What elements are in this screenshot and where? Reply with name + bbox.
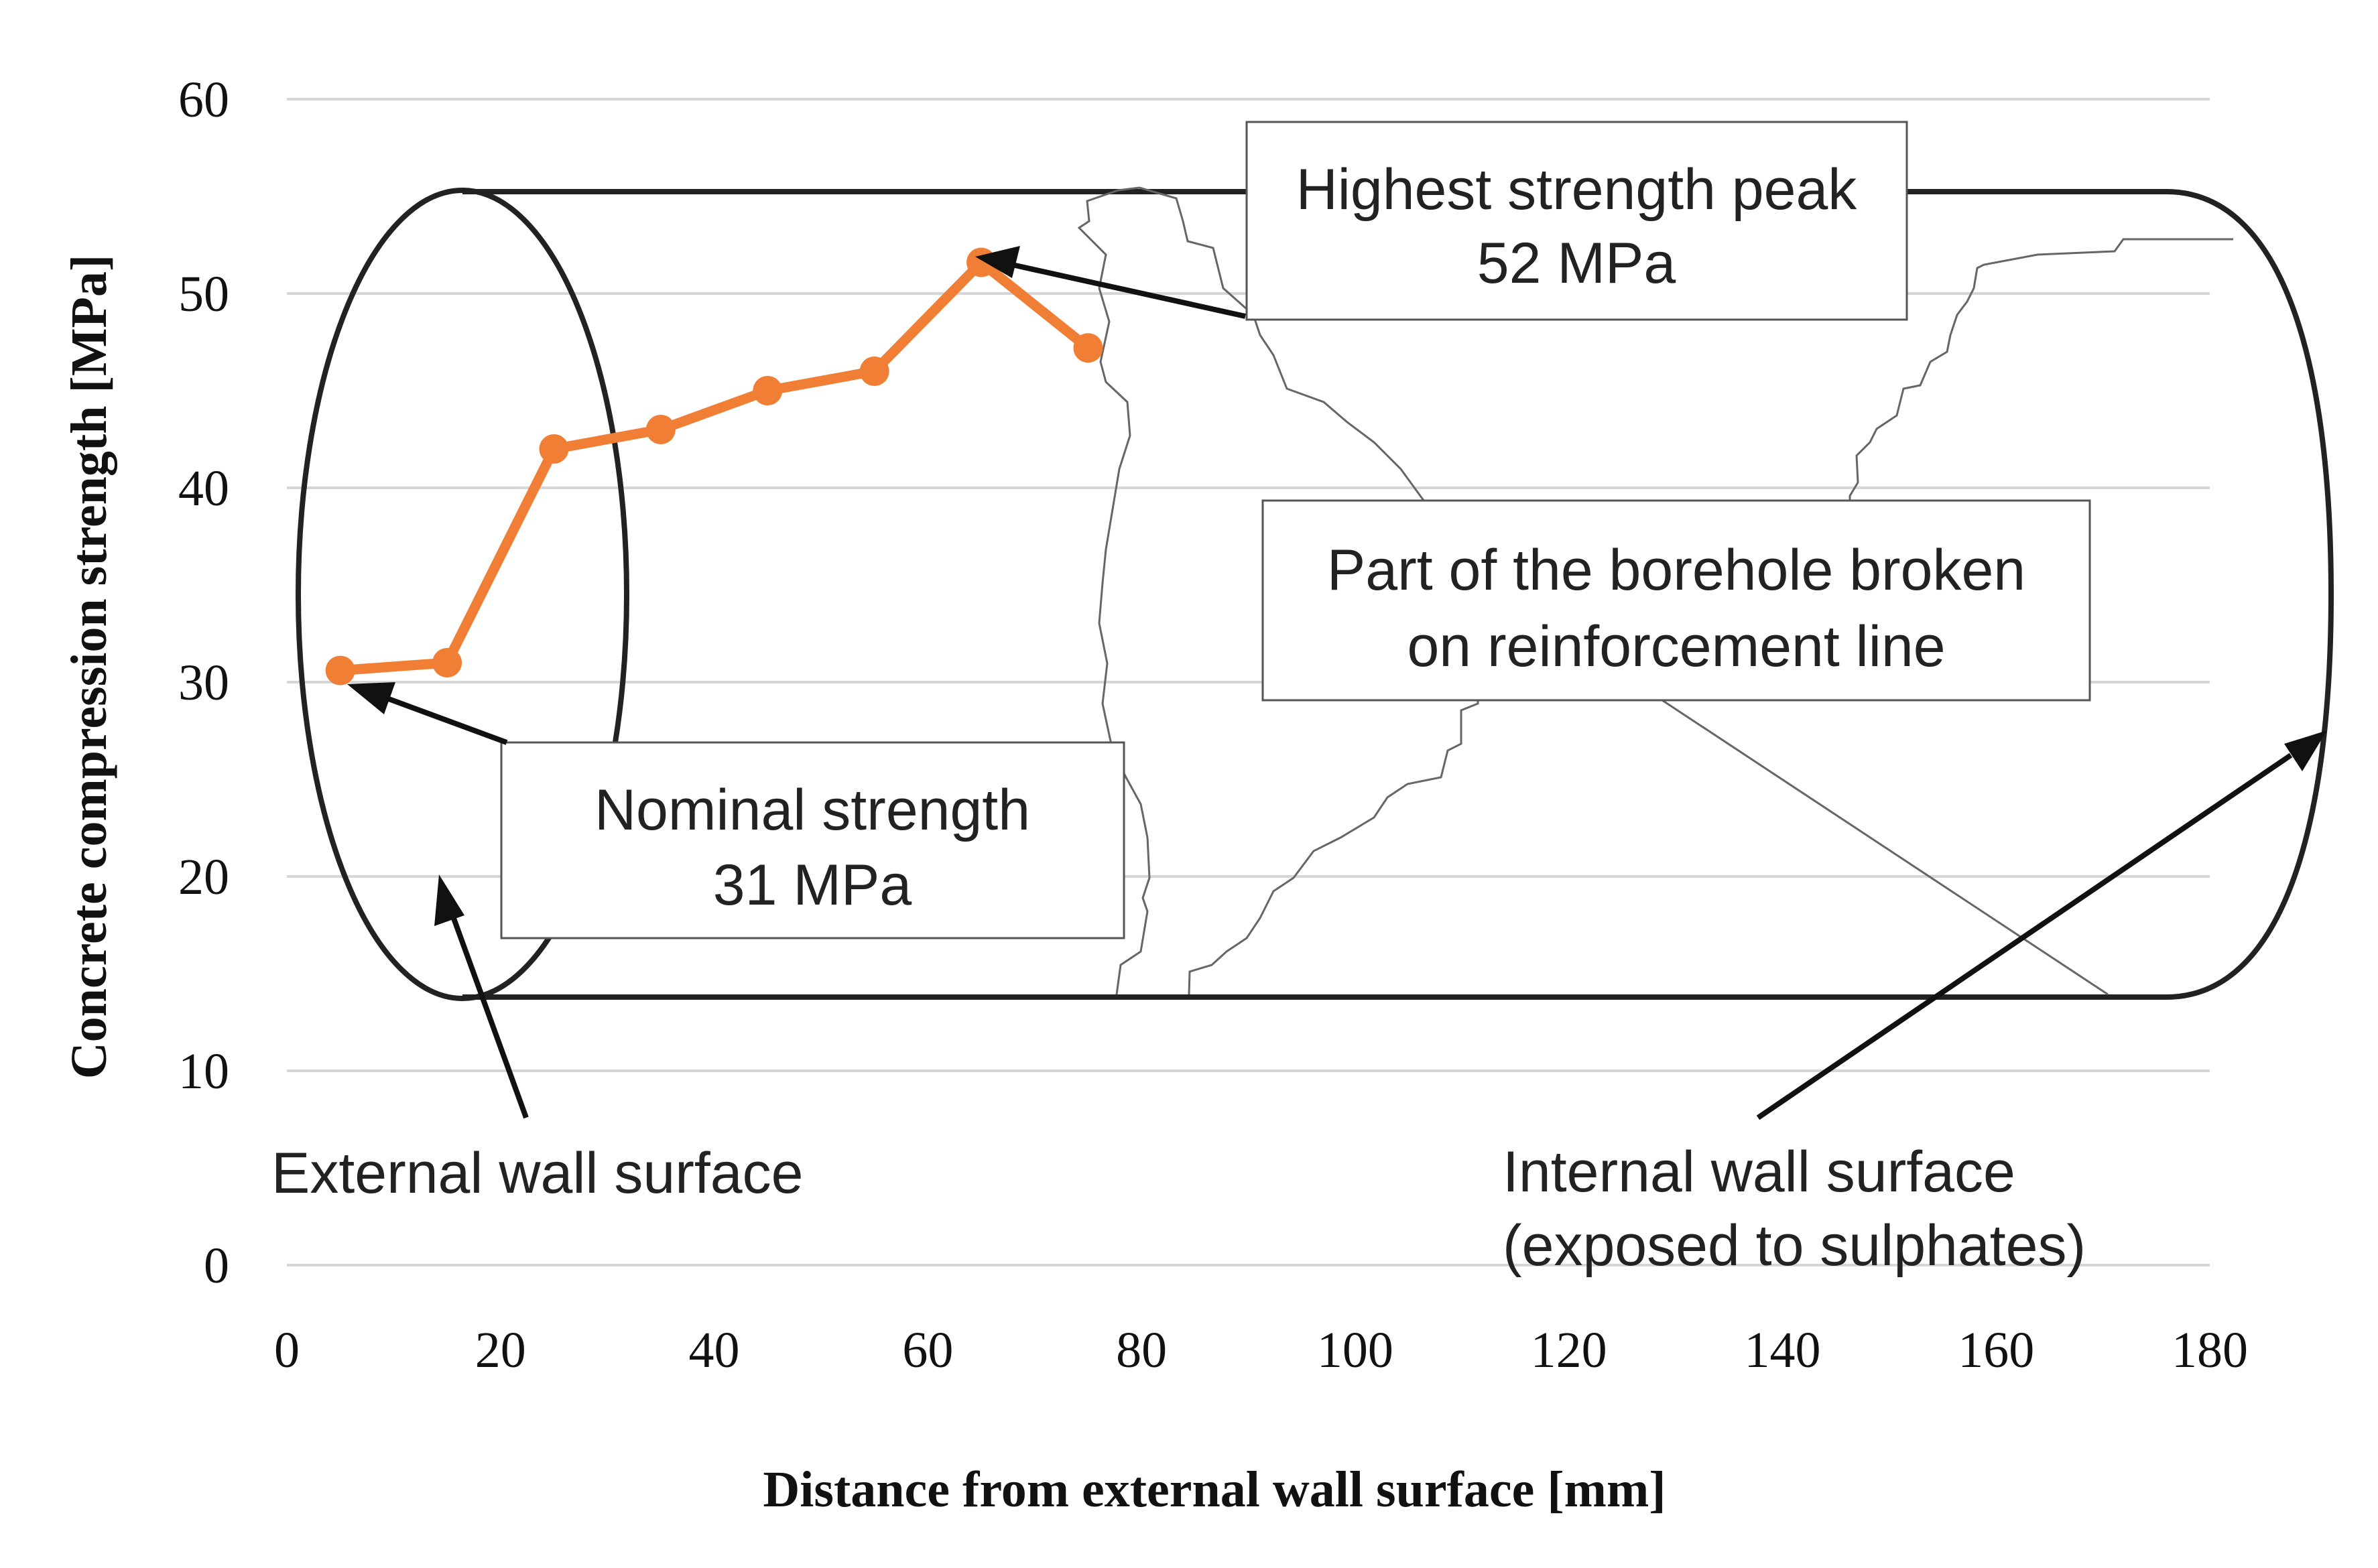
peak-annotation-box [1245, 121, 1908, 321]
data-point-45 [753, 376, 783, 405]
nominal-annotation-box [500, 741, 1125, 939]
broken-annotation-box [1261, 499, 2091, 702]
core-right-end [2166, 189, 2334, 1000]
nominal-annotation: Nominal strength 31 MPa [500, 741, 1125, 939]
x-tick-label-160: 160 [1958, 1322, 2034, 1378]
y-tick-label-40: 40 [178, 460, 229, 517]
x-tick-label-180: 180 [2172, 1322, 2248, 1378]
x-tick-label-20: 20 [475, 1322, 526, 1378]
data-point-55 [859, 356, 889, 386]
external-arrow-line [450, 913, 529, 1119]
x-tick-label-140: 140 [1744, 1322, 1820, 1378]
strength-series [325, 247, 1103, 685]
nominal-arrow-line [387, 696, 508, 745]
broken-annotation-line1: Part of the borehole broken [1327, 538, 2025, 602]
broken-annotation-line2: on reinforcement line [1407, 614, 1945, 679]
data-point-15 [432, 648, 462, 677]
x-axis-title: Distance from external wall surface [mm] [763, 1461, 1666, 1518]
fracture-line-3 [1849, 238, 2233, 509]
y-tick-label-20: 20 [178, 849, 229, 905]
y-axis-ticks: 0 10 20 30 40 50 60 [178, 72, 229, 1294]
data-point-35 [645, 415, 676, 444]
nominal-arrow-head [347, 682, 395, 714]
fracture-line-1 [1077, 189, 1151, 995]
y-tick-label-50: 50 [178, 266, 229, 322]
y-tick-label-0: 0 [204, 1238, 229, 1294]
data-point-75 [1073, 333, 1103, 363]
data-point-5 [325, 655, 355, 685]
y-tick-label-10: 10 [178, 1043, 229, 1100]
nominal-annotation-line2: 31 MPa [713, 853, 912, 917]
nominal-annotation-line1: Nominal strength [594, 778, 1030, 842]
y-tick-label-30: 30 [178, 655, 229, 711]
fracture-line-4 [1662, 699, 2109, 996]
broken-annotation: Part of the borehole broken on reinforce… [1261, 499, 2091, 702]
x-tick-label-80: 80 [1116, 1322, 1167, 1378]
peak-annotation: Highest strength peak 52 MPa [1245, 121, 1908, 321]
x-tick-label-40: 40 [689, 1322, 740, 1378]
peak-annotation-line2: 52 MPa [1477, 231, 1676, 296]
x-tick-label-60: 60 [902, 1322, 953, 1378]
x-tick-label-100: 100 [1317, 1322, 1393, 1378]
y-tick-label-60: 60 [178, 72, 229, 128]
internal-surface-label-line2: (exposed to sulphates) [1503, 1214, 2086, 1278]
x-axis-ticks: 0 20 40 60 80 100 120 140 160 180 [274, 1322, 2248, 1378]
y-axis-title: Concrete compression strength [MPa] [61, 255, 117, 1080]
peak-arrow-line [1011, 262, 1246, 319]
internal-arrow-line [1756, 753, 2293, 1120]
x-tick-label-0: 0 [274, 1322, 300, 1378]
annotation-arrows [347, 246, 2327, 1120]
data-point-25 [539, 434, 569, 464]
internal-surface-label-line1: Internal wall surface [1503, 1140, 2015, 1204]
external-arrow-head [434, 874, 464, 926]
peak-annotation-line1: Highest strength peak [1296, 157, 1858, 222]
external-surface-label: External wall surface [271, 1141, 803, 1205]
internal-arrow-head [2284, 730, 2327, 771]
x-tick-label-120: 120 [1531, 1322, 1607, 1378]
series-line-0 [335, 257, 1093, 676]
peak-arrow-head [975, 246, 1020, 278]
